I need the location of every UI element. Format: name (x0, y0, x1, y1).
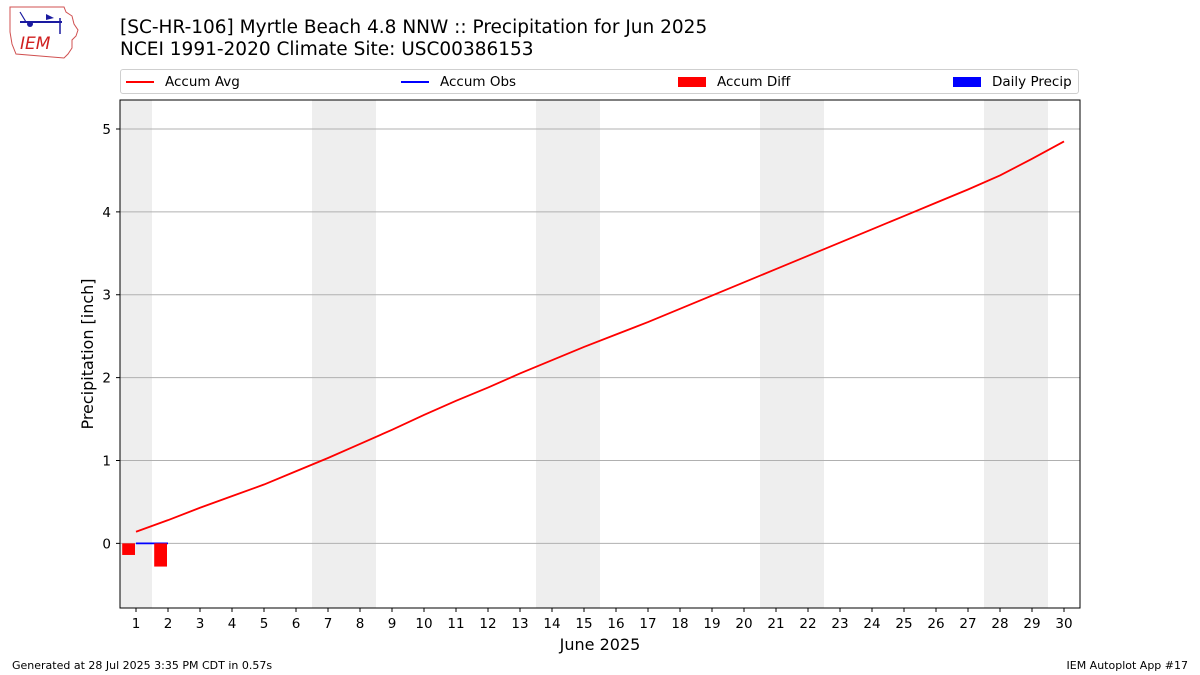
x-tick-label: 6 (292, 616, 301, 632)
y-tick-label: 2 (102, 371, 111, 387)
legend-swatch-daily-precip (953, 76, 981, 87)
legend-label-accum-avg: Accum Avg (165, 73, 240, 90)
x-tick-label: 17 (639, 616, 656, 632)
x-tick-label: 19 (703, 616, 720, 632)
y-tick-label: 5 (102, 122, 111, 138)
x-tick-label: 30 (1055, 616, 1072, 632)
x-tick-label: 7 (324, 616, 333, 632)
x-tick-label: 5 (260, 616, 269, 632)
weekend-band (120, 100, 152, 608)
x-tick-label: 1 (132, 616, 141, 632)
weekend-band (312, 100, 376, 608)
x-tick-label: 21 (767, 616, 784, 632)
x-tick-label: 26 (927, 616, 944, 632)
x-tick-label: 3 (196, 616, 205, 632)
y-axis-label: Precipitation [inch] (78, 278, 97, 429)
chart-title: [SC-HR-106] Myrtle Beach 4.8 NNW :: Prec… (120, 17, 707, 61)
generated-note: Generated at 28 Jul 2025 3:35 PM CDT in … (12, 659, 273, 672)
legend-item-accum-diff: Accum Diff (678, 70, 790, 93)
x-tick-label: 13 (511, 616, 528, 632)
x-tick-label: 12 (479, 616, 496, 632)
legend-label-accum-diff: Accum Diff (717, 73, 791, 90)
y-tick-label: 3 (102, 288, 111, 304)
y-tick-label: 0 (102, 536, 111, 552)
x-tick-label: 28 (991, 616, 1008, 632)
plot-frame (119, 99, 1081, 609)
legend-item-accum-obs: Accum Obs (401, 70, 516, 93)
logo-text: IEM (20, 34, 51, 54)
x-tick-label: 8 (356, 616, 365, 632)
app-id: IEM Autoplot App #17 (1066, 659, 1189, 672)
legend-swatch-accum-obs (401, 80, 429, 83)
legend-label-daily-precip: Daily Precip (992, 73, 1072, 90)
title-line-2: NCEI 1991-2020 Climate Site: USC00386153 (120, 39, 534, 60)
x-tick-label: 14 (543, 616, 560, 632)
x-tick-label: 9 (388, 616, 397, 632)
x-tick-label: 24 (863, 616, 880, 632)
x-tick-label: 20 (735, 616, 752, 632)
legend: Accum Avg Accum Obs Accum Diff Daily Pre… (120, 69, 1079, 94)
x-tick-label: 18 (671, 616, 688, 632)
legend-swatch-accum-avg (126, 80, 154, 83)
weekend-band (536, 100, 600, 608)
x-tick-label: 15 (575, 616, 592, 632)
x-tick-label: 4 (228, 616, 237, 632)
weekend-band (984, 100, 1048, 608)
x-tick-label: 27 (959, 616, 976, 632)
title-line-1: [SC-HR-106] Myrtle Beach 4.8 NNW :: Prec… (120, 17, 708, 38)
x-tick-label: 2 (164, 616, 173, 632)
accum-avg-line (135, 140, 1065, 533)
legend-swatch-accum-diff (678, 76, 706, 87)
legend-item-daily-precip: Daily Precip (953, 70, 1072, 93)
legend-item-accum-avg: Accum Avg (126, 70, 240, 93)
legend-label-accum-obs: Accum Obs (440, 73, 517, 90)
accum-diff-bar (122, 543, 135, 555)
x-tick-label: 10 (415, 616, 432, 632)
x-tick-label: 23 (831, 616, 848, 632)
x-axis-label: June 2025 (559, 635, 641, 654)
y-tick-label: 4 (102, 205, 111, 221)
x-tick-label: 29 (1023, 616, 1040, 632)
accum-diff-bar (154, 543, 167, 567)
iem-logo: IEM (9, 6, 79, 59)
x-tick-label: 16 (607, 616, 624, 632)
weekend-band (760, 100, 824, 608)
x-tick-label: 22 (799, 616, 816, 632)
x-tick-label: 25 (895, 616, 912, 632)
x-tick-label: 11 (447, 616, 464, 632)
y-tick-label: 1 (102, 453, 111, 469)
